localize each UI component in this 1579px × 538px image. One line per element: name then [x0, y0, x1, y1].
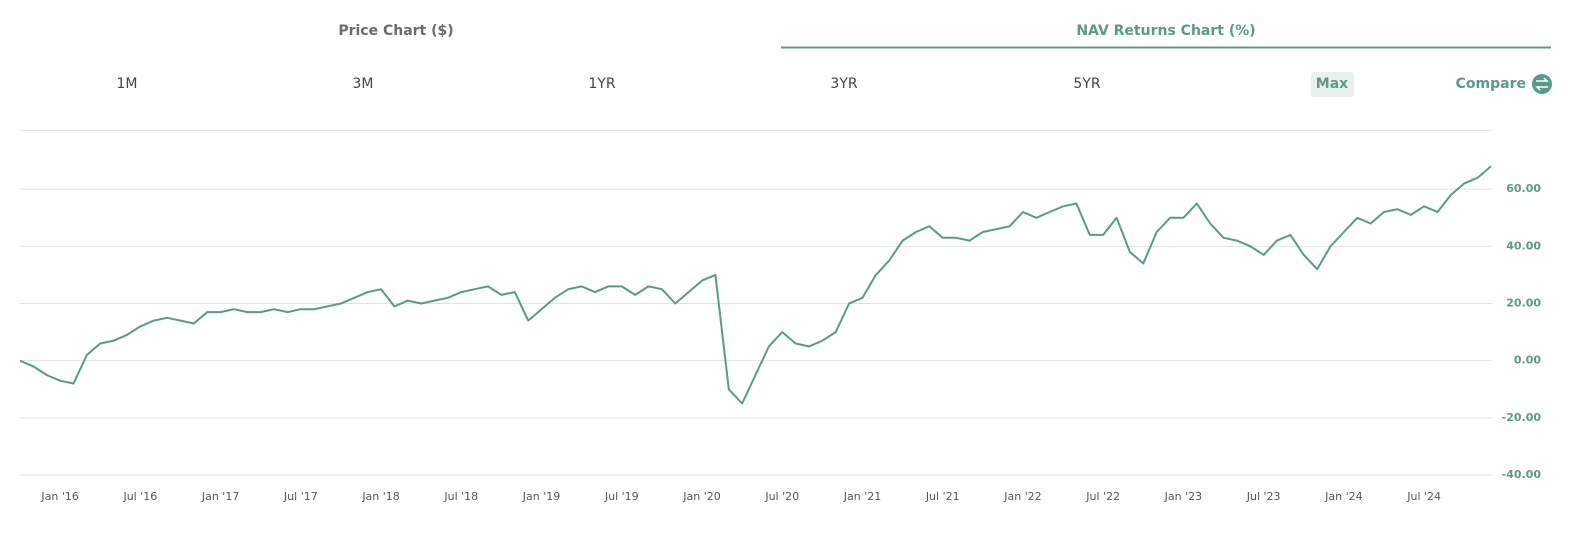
y-tick-label: -20.00 [1502, 411, 1542, 424]
x-tick-label: Jul '19 [604, 490, 639, 503]
x-tick-label: Jul '24 [1406, 490, 1441, 503]
x-tick-label: Jul '16 [122, 490, 157, 503]
x-tick-label: Jul '22 [1085, 490, 1120, 503]
compare-button[interactable]: Compare [1456, 76, 1526, 92]
y-tick-label: 40.00 [1506, 239, 1541, 252]
y-tick-label: 0.00 [1514, 354, 1541, 367]
compare-icon-arrows [1535, 77, 1549, 91]
range-button[interactable]: 3YR [830, 76, 857, 92]
x-tick-label: Jan '18 [361, 490, 399, 503]
x-tick-label: Jan '16 [40, 490, 78, 503]
x-tick-label: Jul '17 [283, 490, 318, 503]
price-tab[interactable]: Price Chart ($) [338, 23, 453, 39]
range-button[interactable]: 1M [117, 76, 138, 92]
nav-tab[interactable]: NAV Returns Chart (%) [1076, 23, 1255, 39]
x-tick-label: Jan '24 [1324, 490, 1362, 503]
x-tick-label: Jul '18 [443, 490, 478, 503]
x-tick-label: Jan '19 [522, 490, 560, 503]
x-tick-label: Jan '22 [1003, 490, 1041, 503]
x-tick-label: Jul '23 [1246, 490, 1281, 503]
x-tick-label: Jul '20 [764, 490, 799, 503]
y-tick-label: 20.00 [1506, 297, 1541, 310]
line-series [19, 165, 1492, 405]
x-tick-label: Jan '20 [682, 490, 720, 503]
range-button[interactable]: 3M [353, 76, 374, 92]
range-button[interactable]: 1YR [588, 76, 615, 92]
x-tick-label: Jan '23 [1164, 490, 1202, 503]
range-button[interactable]: 5YR [1073, 76, 1100, 92]
y-tick-label: -40.00 [1502, 468, 1542, 481]
range-button[interactable]: Max [1316, 76, 1348, 92]
x-tick-label: Jan '17 [201, 490, 239, 503]
x-tick-label: Jul '21 [925, 490, 960, 503]
x-tick-label: Jan '21 [843, 490, 881, 503]
y-tick-label: 60.00 [1506, 182, 1541, 195]
compare-icon[interactable] [1532, 74, 1552, 94]
active-range-bg [1311, 72, 1354, 97]
